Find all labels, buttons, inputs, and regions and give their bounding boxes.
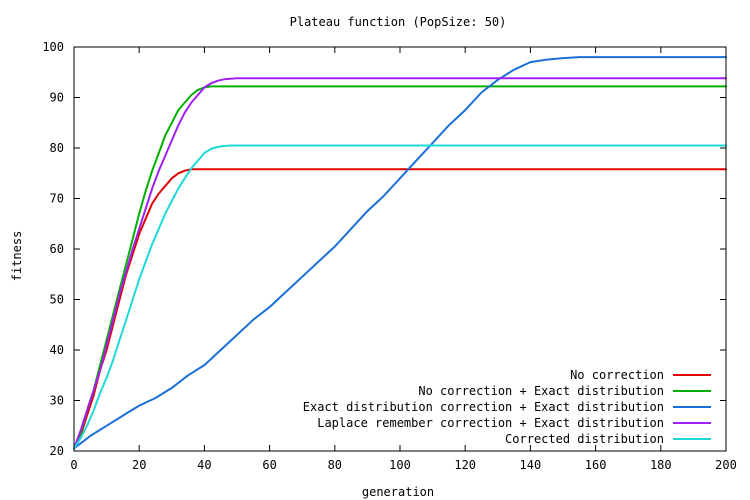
y-tick-label: 90 (50, 91, 64, 105)
legend-label-3: Exact distribution correction + Exact di… (303, 400, 664, 414)
legend-label-2: No correction + Exact distribution (418, 384, 664, 398)
x-tick-label: 140 (520, 458, 542, 472)
x-tick-label: 40 (197, 458, 211, 472)
y-tick-label: 80 (50, 141, 64, 155)
x-axis-label: generation (362, 485, 434, 499)
y-tick-label: 70 (50, 192, 64, 206)
y-tick-label: 100 (42, 40, 64, 54)
y-tick-label: 60 (50, 242, 64, 256)
x-tick-label: 20 (132, 458, 146, 472)
series-layer (73, 56, 727, 450)
y-tick-label: 50 (50, 293, 64, 307)
x-tick-label: 180 (650, 458, 672, 472)
x-tick-label: 200 (715, 458, 737, 472)
series-line-3 (73, 56, 727, 450)
series-line-5 (73, 144, 727, 450)
legend-label-5: Corrected distribution (505, 432, 664, 446)
legend-label-1: No correction (570, 368, 664, 382)
series-line-2 (73, 85, 727, 450)
y-tick-label: 40 (50, 343, 64, 357)
y-tick-label: 30 (50, 394, 64, 408)
series-line-4 (73, 77, 727, 450)
legend: No correction No correction + Exact distr… (303, 368, 711, 446)
plot-frame (73, 46, 727, 452)
x-tick-label: 100 (389, 458, 411, 472)
x-tick-label: 120 (454, 458, 476, 472)
x-tick-label: 80 (328, 458, 342, 472)
axis-ticks: 0 20 40 60 80 100 120 140 160 180 200 20 30 40 50 60 70 8… (42, 40, 737, 472)
x-tick-label: 0 (70, 458, 77, 472)
chart-title: Plateau function (PopSize: 50) (290, 15, 507, 29)
y-axis-label: fitness (10, 231, 24, 282)
y-tick-label: 20 (50, 444, 64, 458)
x-tick-label: 160 (585, 458, 607, 472)
x-tick-label: 60 (262, 458, 276, 472)
legend-label-4: Laplace remember correction + Exact dist… (317, 416, 664, 430)
